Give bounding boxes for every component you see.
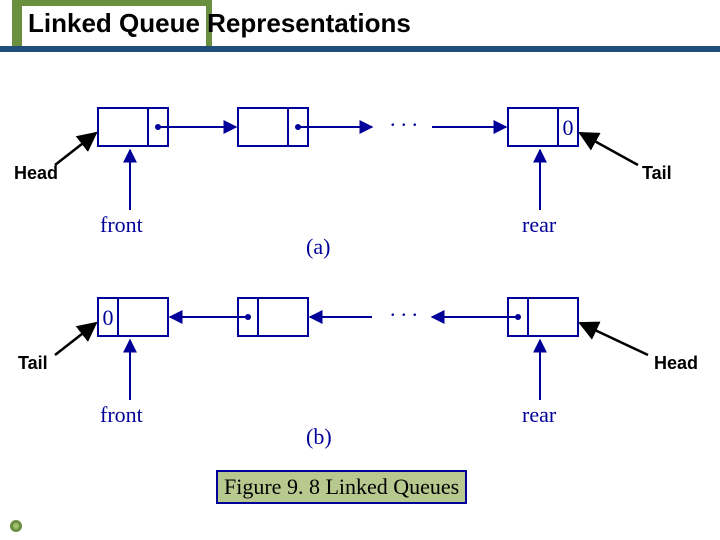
row-a-head-arrow xyxy=(55,133,96,165)
row-a-rear-label: rear xyxy=(522,212,557,237)
row-b-head-arrow xyxy=(580,323,648,355)
figure-caption: Figure 9. 8 Linked Queues xyxy=(216,470,467,504)
row-b-tag: (b) xyxy=(306,424,332,449)
row-b-tail-arrow xyxy=(55,323,96,355)
row-a-head-label: Head xyxy=(14,163,58,184)
slide: Linked Queue Representations . . . 0 xyxy=(0,0,720,540)
row-a-front-label: front xyxy=(100,212,143,237)
row-a-ellipsis: . . . xyxy=(390,106,418,131)
row-a-tail-arrow xyxy=(580,133,638,165)
null-symbol-b: 0 xyxy=(103,305,114,330)
row-a-tag: (a) xyxy=(306,234,330,259)
row-b-node-1: 0 xyxy=(98,298,168,336)
diagram-a: . . . 0 front rear (a) 0 . . . xyxy=(0,0,720,540)
null-symbol: 0 xyxy=(563,115,574,140)
row-b-front-label: front xyxy=(100,402,143,427)
row-b-rear-label: rear xyxy=(522,402,557,427)
row-b-tail-label: Tail xyxy=(18,353,48,374)
row-b-head-label: Head xyxy=(654,353,698,374)
row-a-tail-label: Tail xyxy=(642,163,672,184)
row-b-ellipsis: . . . xyxy=(390,296,418,321)
footer-bullet-icon xyxy=(10,520,22,532)
row-a-node-last: 0 xyxy=(508,108,578,146)
